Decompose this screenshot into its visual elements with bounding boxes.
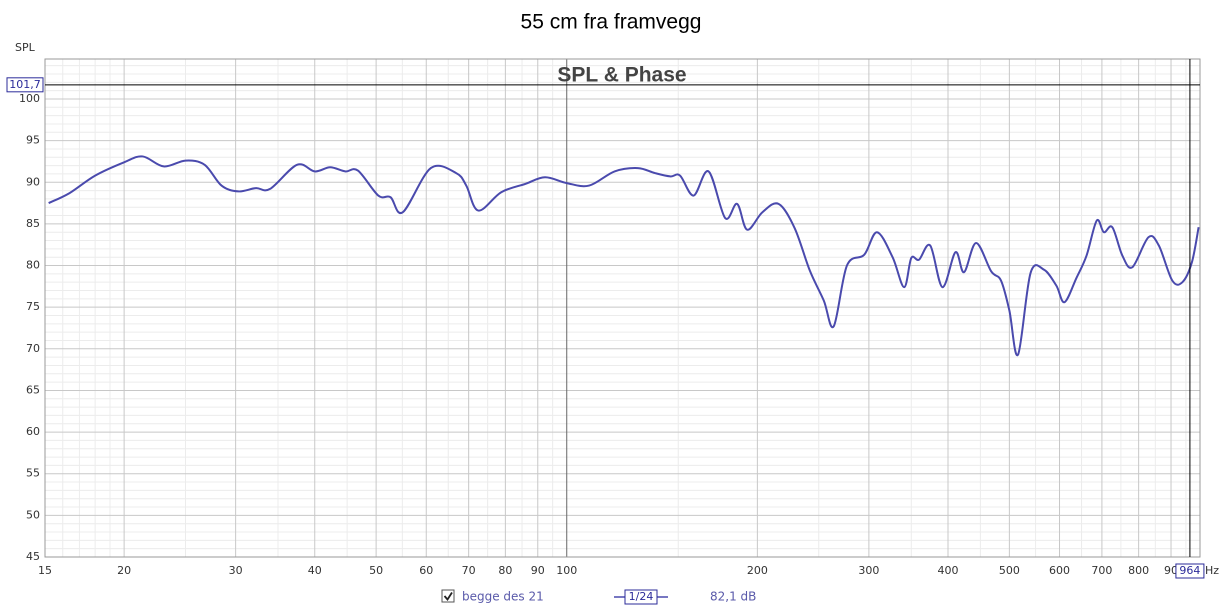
x-tick-label: 500 xyxy=(999,564,1020,577)
x-tick-label: 50 xyxy=(369,564,383,577)
y-axis-label: SPL xyxy=(15,41,36,54)
cursor-y-box xyxy=(6,77,44,93)
grid: 45 50 55 60 65 70 75 80 85 90 95 100 15 20 30 40 50 60 70 8… xyxy=(19,58,1201,577)
smoothing-label: 1/24 xyxy=(629,590,654,603)
smoothing-box[interactable] xyxy=(624,589,658,605)
cursor-x-box xyxy=(1175,563,1205,579)
x-tick-label: 30 xyxy=(229,564,243,577)
x-tick-label: 300 xyxy=(858,564,879,577)
legend-label: begge des 21 xyxy=(462,590,544,604)
y-tick-label: 55 xyxy=(26,467,40,480)
x-tick-label: 20 xyxy=(117,564,131,577)
x-tick-label: 800 xyxy=(1128,564,1149,577)
y-tick-label: 90 xyxy=(26,175,40,188)
x-tick-label: 70 xyxy=(462,564,476,577)
chart-title: 55 cm fra framvegg xyxy=(521,11,702,34)
x-tick-label: 60 xyxy=(419,564,433,577)
y-tick-label: 80 xyxy=(26,259,40,272)
y-tick-label: 45 xyxy=(26,550,40,563)
y-tick-label: 95 xyxy=(26,134,40,147)
cursor-y-label: 101,7 xyxy=(9,78,41,91)
plot-title: SPL & Phase xyxy=(557,64,686,87)
cursor-x-label: 964 xyxy=(1179,564,1200,577)
x-tick-label: 15 xyxy=(38,564,52,577)
cursor-value: 82,1 dB xyxy=(710,590,756,604)
x-tick-label: 100 xyxy=(556,564,577,577)
x-tick-label: 400 xyxy=(938,564,959,577)
x-tick-label: 40 xyxy=(308,564,322,577)
x-tick-label: 80 xyxy=(498,564,512,577)
y-tick-label: 100 xyxy=(19,92,40,105)
x-tick-label: 90 xyxy=(531,564,545,577)
plot-border xyxy=(44,58,1201,558)
x-tick-label: 200 xyxy=(747,564,768,577)
x-tick-label: 90 xyxy=(1164,564,1178,577)
x-tick-label: 600 xyxy=(1049,564,1070,577)
y-tick-label: 75 xyxy=(26,300,40,313)
x-tick-label: 700 xyxy=(1091,564,1112,577)
y-tick-label: 65 xyxy=(26,383,40,396)
series-line xyxy=(48,155,1200,357)
legend: begge des 21 1/24 82,1 dB xyxy=(441,589,756,605)
y-tick-label: 60 xyxy=(26,425,40,438)
y-tick-label: 70 xyxy=(26,342,40,355)
plot: 101,7 964 xyxy=(6,59,1205,579)
check-mark xyxy=(443,592,453,602)
x-axis-label: Hz xyxy=(1205,564,1219,577)
y-tick-label: 50 xyxy=(26,508,40,521)
y-tick-label: 85 xyxy=(26,217,40,230)
